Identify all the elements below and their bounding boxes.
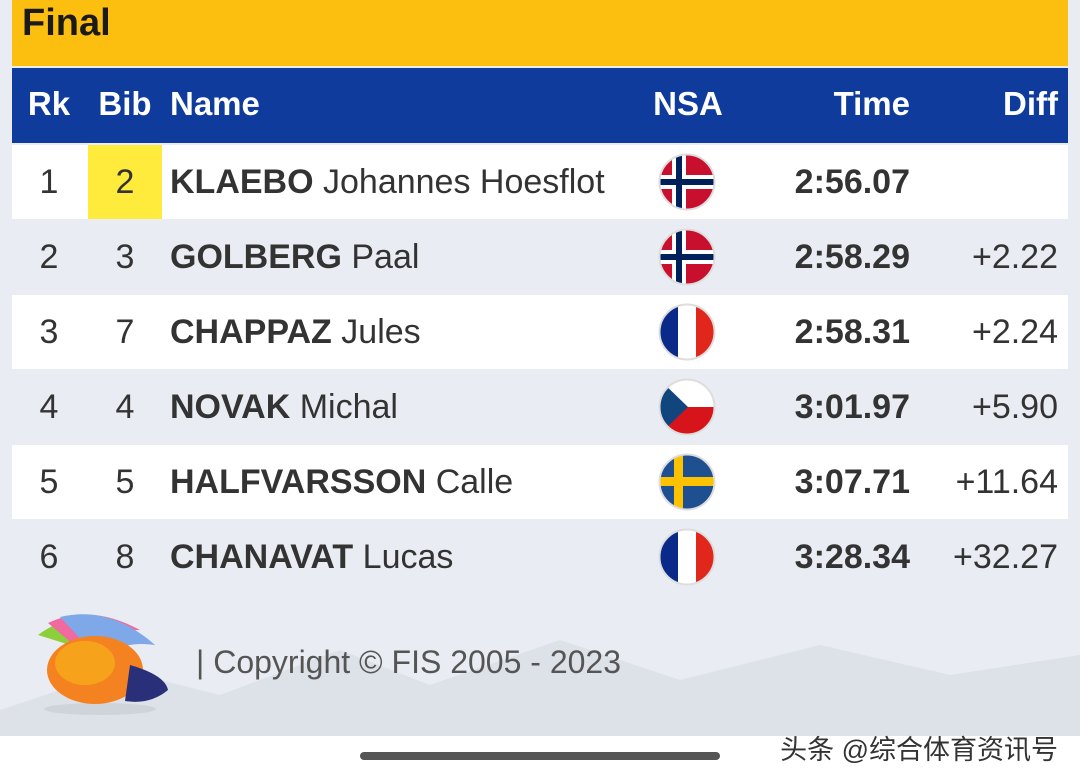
surname: CHANAVAT (170, 538, 354, 576)
mountains (0, 640, 1080, 736)
column-header[interactable]: Name (170, 85, 260, 122)
rank: 3 (39, 313, 59, 351)
surname: HALFVARSSON (170, 463, 427, 501)
athlete: GOLBERG Paal (170, 220, 419, 294)
row[interactable]: 4 4 NOVAK Michal 3:01.97 +5.90 (12, 370, 1068, 444)
column-header[interactable]: NSA (653, 85, 723, 122)
given-name: Calle (435, 463, 514, 501)
rank: 2 (39, 238, 59, 276)
row[interactable]: 1 2 KLAEBO Johannes Hoesflot 2:56.07 (12, 145, 1068, 219)
given-name: Paal (351, 238, 420, 276)
row[interactable]: 3 7 CHAPPAZ Jules 2:58.31 +2.24 (12, 295, 1068, 369)
time: 3:07.71 (794, 463, 910, 501)
athlete: HALFVARSSON Calle (170, 445, 513, 519)
athlete: CHAPPAZ Jules (170, 295, 421, 369)
copyright: | Copyright © FIS 2005 - 2023 (196, 644, 621, 680)
flag-nor (658, 228, 716, 286)
flag-fra (658, 303, 716, 361)
diff: +2.24 (971, 313, 1058, 351)
fis-logo (38, 614, 168, 715)
column-header[interactable]: Bib (98, 85, 152, 122)
surname: CHAPPAZ (170, 313, 332, 351)
time: 3:28.34 (794, 538, 910, 576)
table-header: Rk Bib Name NSA Time Diff (12, 68, 1068, 143)
row[interactable]: 6 8 CHANAVAT Lucas 3:28.34 +32.27 (12, 520, 1068, 594)
watermark: 头条 @综合体育资讯号 (780, 735, 1058, 765)
time: 2:58.31 (794, 313, 910, 351)
column-header[interactable]: Time (833, 85, 910, 122)
title-bar: Final (12, 0, 1068, 66)
given-name: Lucas (362, 538, 454, 576)
rank: 4 (39, 388, 59, 426)
diff: +11.64 (955, 463, 1058, 501)
athlete: CHANAVAT Lucas (170, 520, 453, 594)
time: 2:58.29 (794, 238, 910, 276)
athlete: KLAEBO Johannes Hoesflot (170, 145, 605, 219)
bib: 4 (115, 388, 135, 426)
row[interactable]: 2 3 GOLBERG Paal 2:58.29 +2.22 (12, 220, 1068, 294)
flag-fra (658, 528, 716, 586)
athlete: NOVAK Michal (170, 370, 398, 444)
surname: NOVAK (170, 388, 291, 426)
surname: GOLBERG (170, 238, 342, 276)
rank: 1 (39, 163, 59, 201)
flag-nor (658, 153, 716, 211)
time: 2:56.07 (794, 163, 910, 201)
surname: KLAEBO (170, 163, 314, 201)
diff: +32.27 (953, 538, 1058, 576)
rank: 6 (39, 538, 59, 576)
bib: 5 (115, 463, 135, 501)
flag-cze (658, 378, 716, 436)
given-name: Michal (299, 388, 398, 426)
home-indicator[interactable] (360, 752, 720, 760)
column-header[interactable]: Rk (27, 85, 71, 122)
row[interactable]: 5 5 HALFVARSSON Calle 3:07.71 +11.64 (12, 445, 1068, 519)
bib: 2 (88, 145, 162, 219)
bib: 3 (115, 238, 135, 276)
diff: +5.90 (971, 388, 1058, 426)
diff: +2.22 (971, 238, 1058, 276)
given-name: Johannes Hoesflot (323, 163, 605, 201)
column-header[interactable]: Diff (1003, 85, 1058, 122)
rank: 5 (39, 463, 59, 501)
time: 3:01.97 (794, 388, 910, 426)
bib: 7 (115, 313, 135, 351)
flag-swe (658, 453, 716, 511)
bib: 8 (115, 538, 135, 576)
given-name: Jules (341, 313, 421, 351)
title: Final (22, 2, 111, 44)
